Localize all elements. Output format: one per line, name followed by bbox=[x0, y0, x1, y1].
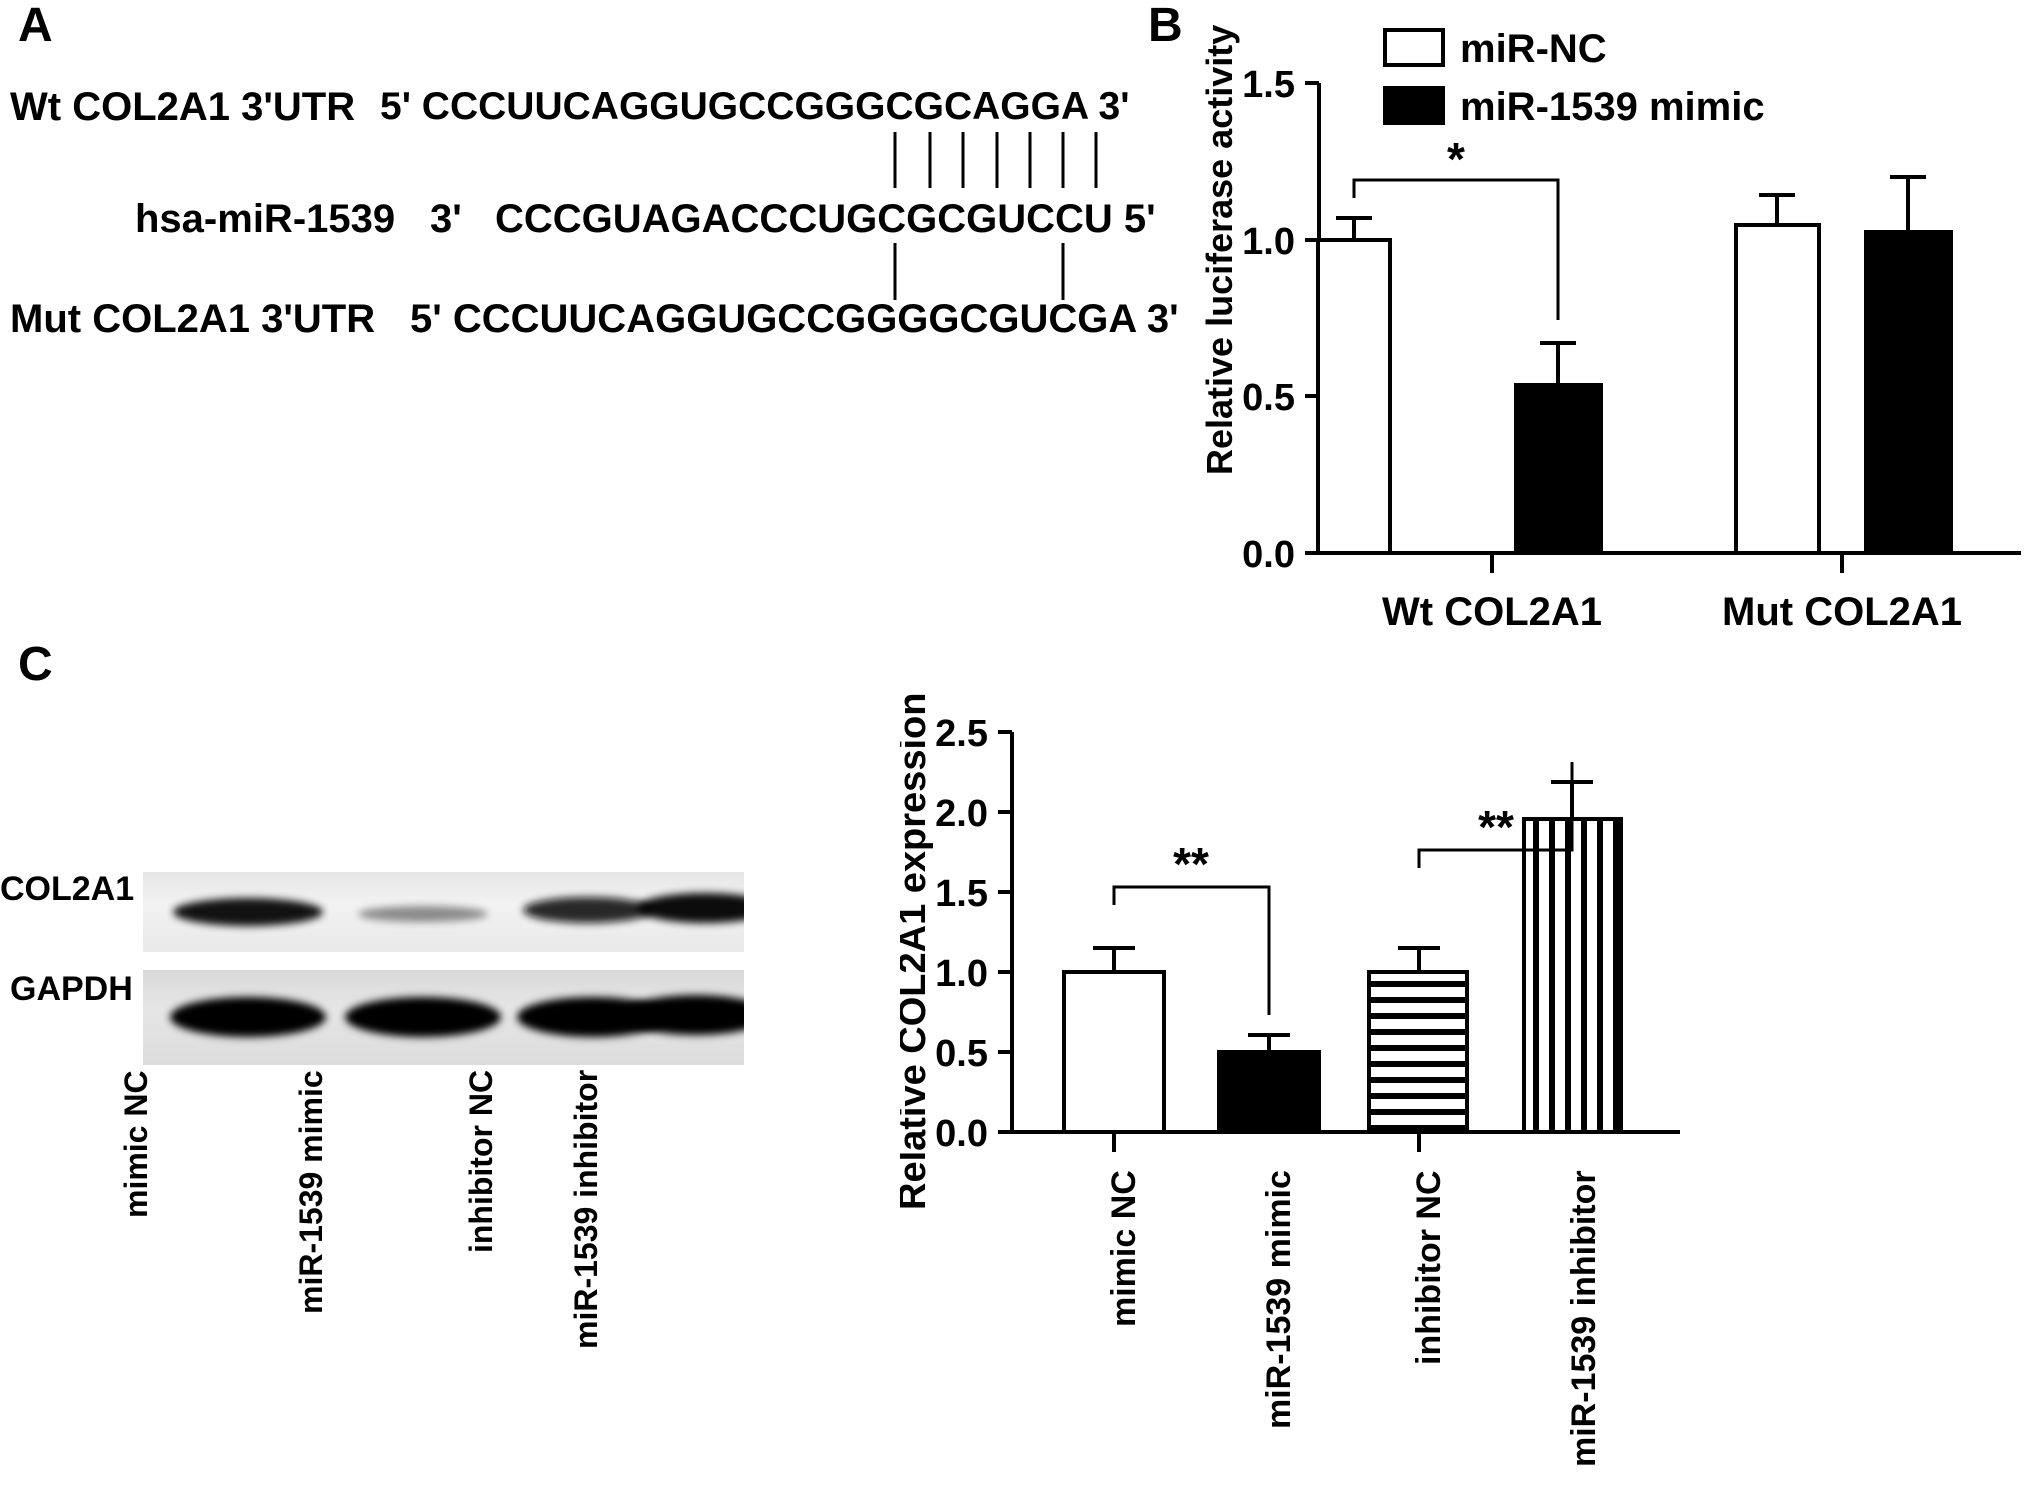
svg-text:miR-NC: miR-NC bbox=[1460, 27, 1607, 71]
svg-text:1.5: 1.5 bbox=[1242, 64, 1295, 106]
svg-text:0.5: 0.5 bbox=[1242, 377, 1295, 419]
svg-text:**: ** bbox=[1478, 801, 1514, 853]
svg-text:miR-1539 mimic: miR-1539 mimic bbox=[1260, 1170, 1298, 1429]
svg-text:*: * bbox=[1447, 133, 1465, 185]
svg-text:1.5: 1.5 bbox=[935, 873, 988, 915]
svg-text:0.0: 0.0 bbox=[1242, 534, 1295, 576]
svg-text:2.5: 2.5 bbox=[935, 713, 988, 755]
svg-text:mimic NC: mimic NC bbox=[1105, 1170, 1143, 1327]
svg-text:Mut COL2A1: Mut COL2A1 bbox=[1722, 590, 1962, 634]
svg-text:**: ** bbox=[1173, 838, 1209, 890]
svg-text:0.0: 0.0 bbox=[935, 1113, 988, 1155]
svg-text:miR-1539 inhibitor: miR-1539 inhibitor bbox=[1565, 1170, 1603, 1467]
svg-text:Relative COL2A1 expression: Relative COL2A1 expression bbox=[900, 693, 934, 1210]
svg-text:1.0: 1.0 bbox=[1242, 221, 1295, 263]
svg-text:2.0: 2.0 bbox=[935, 793, 988, 835]
svg-text:inhibitor NC: inhibitor NC bbox=[1410, 1170, 1448, 1365]
svg-text:Relative luciferase activity: Relative luciferase activity bbox=[1199, 25, 1240, 475]
svg-text:Wt COL2A1: Wt COL2A1 bbox=[1382, 590, 1602, 634]
svg-text:1.0: 1.0 bbox=[935, 953, 988, 995]
svg-text:miR-1539 mimic: miR-1539 mimic bbox=[1460, 85, 1765, 129]
svg-text:0.5: 0.5 bbox=[935, 1033, 988, 1075]
